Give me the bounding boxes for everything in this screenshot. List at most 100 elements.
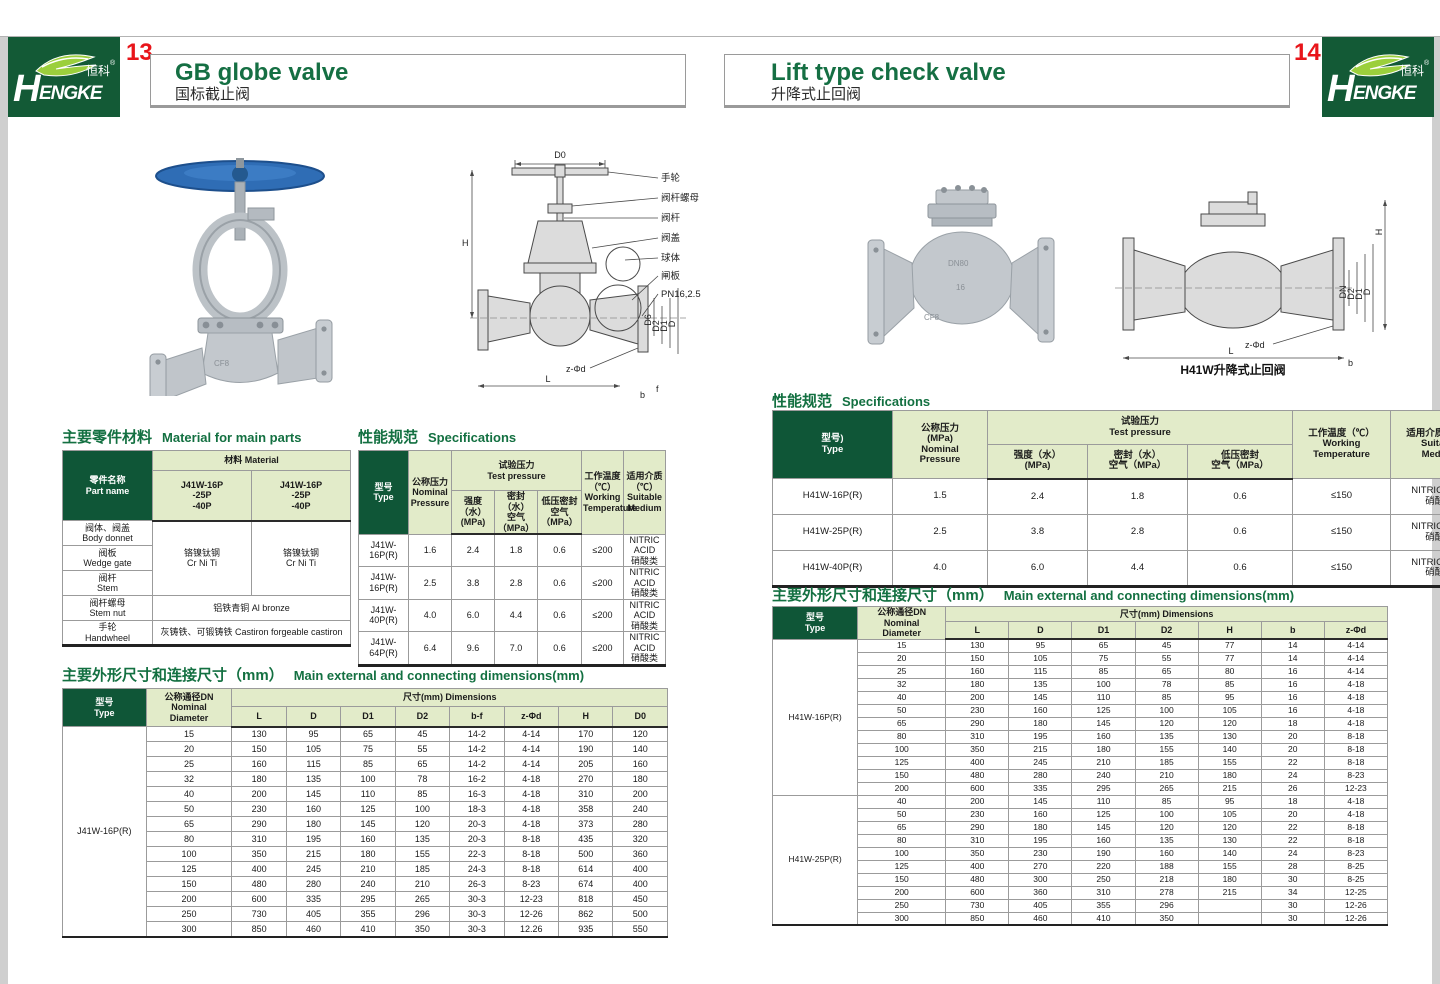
table-row: 50 230 160 125 100 105 20 4-18 <box>773 807 1389 822</box>
col-header-strength: 强度（水） (MPa) <box>987 444 1088 480</box>
data-cell: 30 <box>1260 898 1325 913</box>
spec-table-right: 型号) Type 公称压力 (MPa) Nominal Pressure 试验压… <box>772 410 1440 588</box>
data-cell: 4.0 <box>892 550 988 587</box>
data-cell: 1.8 <box>494 533 538 567</box>
data-cell: 130 <box>1197 729 1262 744</box>
data-cell: 245 <box>1008 755 1073 770</box>
data-cell: ≤200 <box>581 631 624 666</box>
logo-letter-h: H <box>1327 68 1356 110</box>
data-cell: 85 <box>1134 690 1199 705</box>
data-cell: 34 <box>1260 885 1325 900</box>
model-type-cell: H41W-25P(R) <box>771 794 859 926</box>
data-cell: 55 <box>1134 651 1199 666</box>
section-title-dims-right: 主要外形尺寸和连接尺寸（mm） Main external and connect… <box>772 584 1294 605</box>
data-cell: 2.4 <box>451 533 495 567</box>
data-cell: H41W-25P(R) <box>772 514 893 551</box>
data-cell: 350 <box>394 921 451 937</box>
data-cell: 100 <box>1134 703 1199 718</box>
data-cell: 78 <box>394 771 451 787</box>
data-cell: 1.8 <box>1087 478 1188 515</box>
data-cell: 80 <box>1197 664 1262 679</box>
data-cell: ≤200 <box>581 566 624 600</box>
data-cell: 120 <box>394 816 451 832</box>
col-header-suitable-medium: 适用介质 （℃） Suitable Medium <box>623 450 666 535</box>
data-cell: 4-18 <box>1323 690 1389 705</box>
data-cell: 110 <box>1071 690 1136 705</box>
data-cell: 105 <box>1197 807 1262 822</box>
dim-label-zphid: z-Φd <box>566 364 586 374</box>
data-cell: 195 <box>1008 833 1073 848</box>
data-cell: 850 <box>945 911 1010 926</box>
data-cell: 20 <box>145 741 233 757</box>
dim-column-header: H <box>558 706 614 728</box>
data-cell: 18 <box>1260 794 1325 809</box>
data-cell: 18-3 <box>449 801 505 817</box>
data-cell: 200 <box>145 891 233 907</box>
data-cell: 935 <box>558 921 614 937</box>
col-header-dimensions: 尺寸(mm) Dimensions <box>231 688 668 707</box>
data-cell: 22 <box>1260 833 1325 848</box>
data-cell: 65 <box>394 756 451 772</box>
data-cell: 278 <box>1134 885 1199 900</box>
table-row: J41W-16P(R) 2.5 3.8 2.8 0.6 ≤200 NITRIC ACID 硝… <box>358 566 666 600</box>
data-cell: 240 <box>340 876 396 892</box>
data-cell: 320 <box>612 831 668 847</box>
col-header-test-pressure: 试验压力 Test pressure <box>986 410 1294 445</box>
part-name-cell: 阀杆螺母 Stem nut <box>62 595 153 621</box>
data-cell: 4-18 <box>1323 703 1389 718</box>
dim-column-header: L <box>231 706 287 728</box>
data-cell: 240 <box>612 801 668 817</box>
material-cell: 铬镍钛钢 Cr Ni Ti <box>250 520 352 596</box>
material-table: 零件名称 Part name 材料 Material J41W-16P -25P… <box>62 450 352 647</box>
dim-label-d: D <box>1362 288 1372 295</box>
dim-label-b: b <box>1348 358 1353 368</box>
data-cell: 480 <box>945 768 1010 783</box>
data-cell: 250 <box>145 906 233 922</box>
data-cell: 110 <box>340 786 396 802</box>
data-cell: 135 <box>285 771 342 787</box>
data-cell: 4-14 <box>503 741 560 757</box>
data-cell: 265 <box>1134 781 1199 796</box>
section-title-cn: 主要外形尺寸和连接尺寸（mm） <box>772 587 994 604</box>
data-cell: 125 <box>1071 807 1136 822</box>
data-cell: 230 <box>231 801 287 817</box>
data-cell: 280 <box>1008 768 1073 783</box>
data-cell: 8-18 <box>1323 755 1389 770</box>
data-cell: J41W-16P(R) <box>358 566 409 600</box>
data-cell: 0.6 <box>537 631 582 666</box>
data-cell: 145 <box>285 786 342 802</box>
table-row: 150 480 300 250 218 180 30 8-25 <box>773 872 1389 887</box>
dim-label-d6: D6 <box>643 314 653 326</box>
data-cell: 160 <box>945 664 1010 679</box>
data-cell: 410 <box>340 921 396 937</box>
data-cell: 100 <box>145 846 233 862</box>
data-cell: 16 <box>1260 664 1325 679</box>
data-cell: 150 <box>145 876 233 892</box>
data-cell: 8-18 <box>1323 742 1389 757</box>
data-cell: 335 <box>1008 781 1073 796</box>
data-cell: 180 <box>1197 872 1262 887</box>
dim-column-header: L <box>945 621 1010 641</box>
data-cell: 130 <box>1197 833 1262 848</box>
data-cell: 1.5 <box>892 478 988 515</box>
data-cell: 2.5 <box>892 514 988 551</box>
data-cell: 9.6 <box>451 631 495 666</box>
data-cell: 150 <box>231 741 287 757</box>
data-cell: 188 <box>1134 859 1199 874</box>
data-cell: 75 <box>340 741 396 757</box>
data-cell: 8-25 <box>1323 872 1389 887</box>
model-type-cell: H41W-16P(R) <box>771 638 859 796</box>
data-cell: 160 <box>1134 846 1199 861</box>
data-cell: 77 <box>1197 651 1262 666</box>
data-cell: 150 <box>857 872 947 887</box>
data-cell: 180 <box>945 677 1010 692</box>
section-title-en: Main external and connecting dimensions(… <box>293 668 585 683</box>
data-cell: 4-18 <box>1323 677 1389 692</box>
data-cell: 4-14 <box>503 726 560 742</box>
data-cell: 12-25 <box>1323 885 1389 900</box>
data-cell: 296 <box>394 906 451 922</box>
data-cell: 12.26 <box>503 921 560 937</box>
data-cell: 4-14 <box>503 756 560 772</box>
data-cell: 12-26 <box>1323 911 1389 926</box>
